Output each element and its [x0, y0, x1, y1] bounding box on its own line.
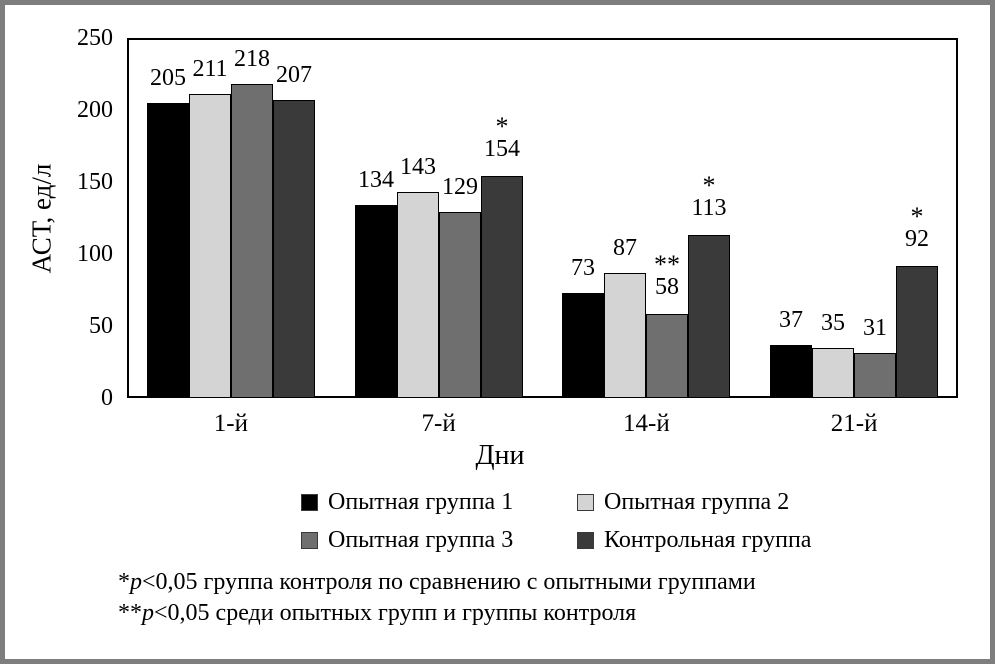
x-tick-label-2: 7-й	[421, 410, 456, 437]
bar-value-label: 87	[577, 235, 673, 261]
footnote-significance-2: **p<0,05 среди опытных групп и группы ко…	[118, 598, 756, 629]
bar-value: 218	[234, 46, 270, 72]
bar-value-label: 129	[412, 174, 508, 200]
bar-value: 113	[691, 195, 727, 221]
bar-value-label: 207	[246, 62, 342, 88]
x-axis-title: Дни	[475, 440, 525, 471]
bar-value-label: 31	[827, 315, 923, 341]
x-tick-label-3: 14-й	[623, 410, 670, 437]
x-tick-label-1: 1-й	[213, 410, 248, 437]
bar-series4-7-й	[481, 176, 523, 398]
footnote-p-symbol: p	[130, 569, 142, 595]
bar-value: 31	[863, 315, 887, 341]
bar-value-label: 73	[535, 255, 631, 281]
bar-series2-14-й	[604, 273, 646, 398]
significance-marker: *	[910, 202, 924, 231]
bar-value: 87	[613, 235, 637, 261]
bar-series3-21-й	[854, 353, 896, 398]
footnote-text: <0,05 группа контроля по сравнению с опы…	[142, 569, 756, 595]
bar-value: 143	[400, 154, 436, 180]
bar-value: 211	[192, 56, 228, 82]
bar-value: 73	[571, 255, 595, 281]
bar-value: 134	[358, 167, 394, 193]
legend-label: Контрольная группа	[604, 526, 812, 553]
bar-value: 92	[905, 226, 929, 252]
bar-series1-21-й	[770, 345, 812, 398]
bar-value-label: * 92	[869, 202, 965, 253]
legend-item-3: Опытная группа 3	[301, 527, 513, 553]
legend-item-2: Опытная группа 2	[577, 489, 789, 515]
legend-item-1: Опытная группа 1	[301, 489, 513, 515]
bar-value: 37	[779, 307, 803, 333]
legend-label: Опытная группа 3	[328, 526, 514, 553]
bar-value: 58	[655, 274, 679, 300]
bar-value-label: 134	[328, 167, 424, 193]
bar-value: 205	[150, 65, 186, 91]
legend-label: Опытная группа 1	[328, 488, 514, 515]
bar-value-label: 143	[370, 154, 466, 180]
bar-value-label: 218	[204, 46, 300, 72]
bar-value-label: 37	[743, 307, 839, 333]
bar-value-label: * 154	[454, 112, 550, 163]
y-axis-label: АСТ, ед/л	[16, 38, 68, 398]
bar-series2-21-й	[812, 348, 854, 398]
y-tick-label-100: 100	[77, 241, 113, 267]
y-tick-label-50: 50	[89, 313, 113, 339]
y-tick-label-250: 250	[77, 25, 113, 51]
legend-item-4: Контрольная группа	[577, 527, 811, 553]
bar-value: 129	[442, 174, 478, 200]
legend-label: Опытная группа 2	[604, 488, 790, 515]
bar-series2-7-й	[397, 192, 439, 398]
legend-swatch-icon	[301, 531, 318, 549]
bar-series2-1-й	[189, 94, 231, 398]
bar-series4-21-й	[896, 266, 938, 398]
footnotes: *p<0,05 группа контроля по сравнению с о…	[118, 567, 756, 629]
bar-value-label: * 113	[661, 171, 757, 222]
bar-value-label: 211	[162, 56, 258, 82]
bar-series1-7-й	[355, 205, 397, 398]
footnote-text: <0,05 среди опытных групп и группы контр…	[154, 600, 637, 626]
legend-swatch-icon	[577, 493, 594, 511]
bar-series1-1-й	[147, 103, 189, 398]
bar-value-label: ** 58	[619, 250, 715, 301]
bar-series3-14-й	[646, 314, 688, 398]
bar-value: 207	[276, 62, 312, 88]
x-tick-label-4: 21-й	[830, 410, 878, 437]
legend-swatch-icon	[301, 493, 318, 511]
y-tick-label-150: 150	[77, 169, 113, 195]
bar-value-label: 35	[785, 310, 881, 336]
footnote-significance-1: *p<0,05 группа контроля по сравнению с о…	[118, 567, 756, 598]
y-tick-label-200: 200	[77, 97, 113, 123]
bar-value: 35	[821, 310, 845, 336]
bar-series4-1-й	[273, 100, 315, 398]
bar-series3-1-й	[231, 84, 273, 398]
footnote-p-symbol: p	[142, 600, 154, 626]
bar-value-label: 205	[120, 65, 216, 91]
bar-series3-7-й	[439, 212, 481, 398]
significance-marker: *	[495, 112, 509, 141]
bar-value: 154	[484, 136, 520, 162]
bar-series4-14-й	[688, 235, 730, 398]
y-tick-label-0: 0	[101, 385, 113, 411]
footnote-marker: **	[118, 600, 142, 626]
bar-series1-14-й	[562, 293, 604, 398]
footnote-marker: *	[118, 569, 130, 595]
legend-swatch-icon	[577, 531, 594, 549]
significance-marker: **	[654, 250, 680, 279]
significance-marker: *	[702, 171, 716, 200]
